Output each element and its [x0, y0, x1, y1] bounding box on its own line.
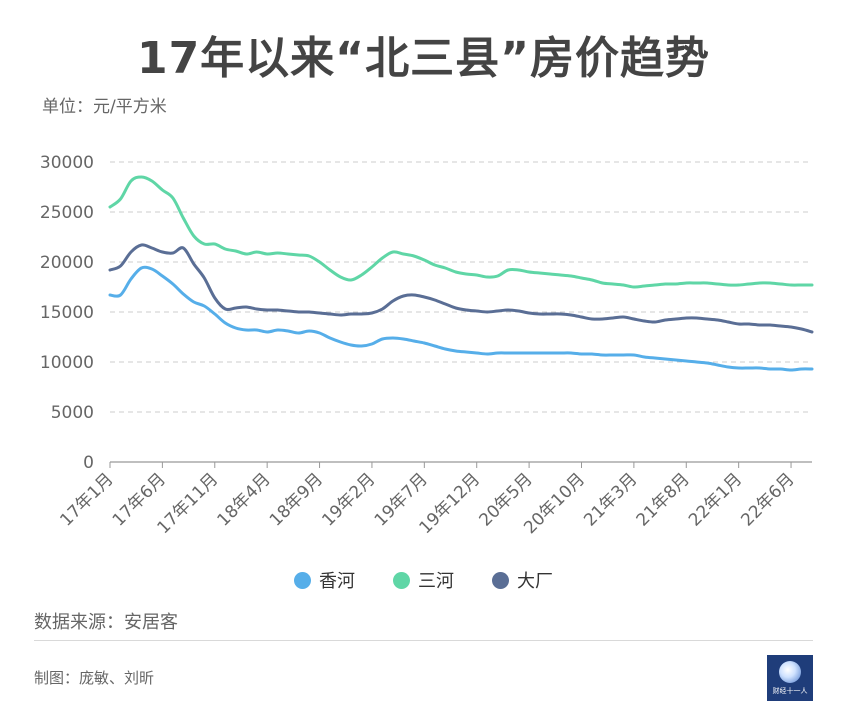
x-tick-label: 21年3月	[580, 469, 641, 530]
chart-credit: 制图：庞敏、刘昕	[34, 669, 155, 687]
unit-label: 单位：元/平方米	[42, 97, 167, 117]
x-tick-label: 17年1月	[56, 469, 117, 530]
legend-swatch-xianghe	[294, 571, 311, 589]
legend-label-sanhe: 三河	[418, 571, 454, 592]
data-source: 数据来源：安居客	[34, 612, 178, 633]
divider	[34, 640, 813, 641]
y-tick-label: 30000	[40, 153, 94, 173]
series-line-0	[108, 265, 814, 372]
x-tick-label: 18年4月	[214, 469, 275, 530]
chart-title: 17年以来“北三县”房价趋势	[136, 33, 711, 84]
y-tick-label: 0	[83, 453, 94, 473]
x-tick-label: 18年9月	[266, 469, 327, 530]
legend-swatch-dachang	[492, 571, 509, 589]
x-tick-label: 22年1月	[685, 469, 746, 530]
legend: 香河 三河 大厂	[0, 567, 847, 593]
legend-item-sanhe[interactable]: 三河	[393, 567, 454, 593]
x-tick-label: 22年6月	[737, 469, 798, 530]
publisher-logo: 财经十一人	[767, 655, 813, 701]
globe-icon	[779, 660, 801, 683]
y-tick-label: 5000	[51, 403, 94, 423]
y-tick-label: 25000	[40, 203, 94, 223]
legend-item-dachang[interactable]: 大厂	[492, 567, 553, 593]
logo-text: 财经十一人	[772, 686, 808, 695]
x-tick-label: 21年8月	[633, 469, 694, 530]
series-line-2	[108, 243, 814, 334]
legend-swatch-sanhe	[393, 571, 410, 589]
x-tick-label: 19年2月	[318, 469, 379, 530]
y-tick-label: 20000	[40, 253, 94, 273]
legend-item-xianghe[interactable]: 香河	[294, 567, 355, 593]
series-line-1	[108, 175, 814, 289]
y-tick-label: 15000	[40, 303, 94, 323]
legend-label-xianghe: 香河	[319, 571, 355, 592]
line-chart: 05000100001500020000250003000017年1月17年6月…	[40, 153, 814, 538]
legend-label-dachang: 大厂	[517, 571, 553, 592]
y-tick-label: 10000	[40, 353, 94, 373]
